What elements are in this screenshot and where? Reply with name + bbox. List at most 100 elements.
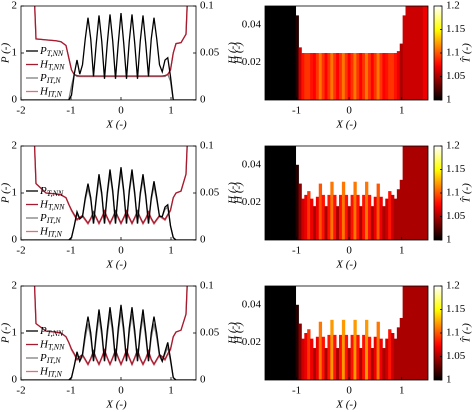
y-axis-label: P (-) (0, 183, 12, 205)
x-tick-label: -2 (16, 105, 25, 117)
heatmap-column (362, 194, 366, 240)
plot-lines (21, 146, 196, 240)
heatmap-column (333, 334, 337, 380)
colorbar-tick-label: 1.15 (446, 163, 466, 175)
heatmap-column (312, 206, 317, 240)
heatmap-column (409, 286, 417, 380)
y-tick-label: 0.04 (242, 158, 262, 170)
heatmap-column (324, 348, 328, 380)
heatmap-column (336, 53, 340, 100)
heatmap-column (382, 206, 386, 240)
x-tick-label: 0 (346, 385, 352, 397)
legend-name: P (39, 212, 47, 224)
colorbar-label: T̂ (-) (460, 183, 473, 203)
heatmap-column (304, 333, 308, 380)
heatmap-column (295, 164, 299, 240)
heatmap-column (367, 53, 372, 100)
legend-label: PIT,N (39, 212, 61, 225)
colorbar-tick-label: 1 (446, 234, 452, 246)
heatmap-column (379, 338, 383, 380)
x-tick-label: 1 (168, 245, 174, 257)
heatmap-column (336, 206, 340, 240)
legend-label: PIT,N (39, 352, 61, 365)
series-line (21, 304, 196, 380)
legend-label: HIT,N (39, 365, 62, 378)
x-tick-label: -2 (16, 245, 25, 257)
x-tick-label: -1 (66, 385, 75, 397)
heatmap-column (365, 319, 369, 380)
x-axis-label: X (-) (335, 259, 357, 271)
heatmap-column (382, 53, 386, 100)
heatmap-column (339, 194, 343, 240)
y-tick-label: 0.02 (242, 196, 261, 208)
legend-label: HT,NN (39, 198, 65, 211)
heatmap-column (399, 179, 404, 240)
heatmap-column (367, 194, 372, 240)
y-tick-label: 1 (12, 327, 18, 339)
heatmap-column (359, 348, 363, 380)
heatmap-column (279, 286, 288, 380)
heatmap-column (353, 319, 357, 380)
y-tick-label: 0 (12, 94, 18, 106)
colorbar-tick-label: 1.1 (446, 187, 460, 199)
series-line (33, 146, 188, 225)
heatmap-column (359, 53, 363, 100)
x-tick-label: 0 (118, 105, 124, 117)
heatmap-column (416, 286, 424, 380)
legend-name: P (39, 352, 47, 364)
heatmap-column (321, 336, 325, 380)
y-tick-label: 0.04 (242, 18, 262, 30)
heatmap-column (330, 181, 334, 240)
legend-label: HIT,N (39, 225, 62, 238)
legend-label: PIT,N (39, 72, 61, 85)
heatmap-column (350, 194, 354, 240)
legend-subscript: T,NN (47, 329, 64, 338)
heatmap-column (402, 286, 406, 380)
heatmap-column (373, 336, 378, 380)
legend-subscript: T,NN (48, 342, 65, 351)
heatmap-column (315, 53, 320, 100)
legend-subscript: IT,N (47, 229, 63, 238)
y-tick-label: 0 (12, 234, 18, 246)
legend-name: P (39, 72, 47, 84)
heatmap-column (344, 334, 349, 380)
colorbar-tick-label: 1.2 (446, 0, 460, 12)
heatmap-column (298, 47, 302, 100)
y2-axis-label: H (-) (227, 182, 239, 205)
heatmap-column (318, 321, 323, 380)
colorbar-tick-label: 1.05 (446, 350, 466, 362)
y-tick-label: 0.02 (242, 336, 261, 348)
colorbar-tick-label: 1.1 (446, 47, 460, 59)
series-line (21, 167, 196, 240)
heatmap-column (353, 53, 357, 100)
legend-label: PT,NN (39, 325, 64, 338)
heatmap-cells (265, 146, 428, 240)
colorbar-label: T̂ (-) (460, 323, 473, 343)
heatmap-column (333, 53, 337, 100)
y-axis-label: H (-) (233, 42, 245, 65)
heatmap-column (402, 15, 406, 100)
heatmap-column (330, 53, 334, 100)
x-axis-label: X (-) (335, 399, 357, 411)
heatmap-column (353, 181, 357, 240)
y2-tick-label: 0 (200, 234, 206, 246)
heatmap-column (341, 53, 346, 100)
heatmap-column (405, 6, 410, 100)
heatmap-column (373, 53, 378, 100)
legend-name: H (39, 85, 49, 97)
legend-subscript: IT,N (47, 369, 63, 378)
heatmap-column (405, 286, 410, 380)
y2-axis-label: H (-) (227, 42, 239, 65)
heatmap-column (393, 53, 398, 100)
heatmap-column (298, 323, 302, 380)
heatmap-column (393, 198, 398, 240)
y2-axis-label: H (-) (227, 322, 239, 345)
heatmap-column (279, 146, 288, 240)
heatmap-column (304, 53, 308, 100)
heatmap-column (370, 348, 375, 380)
x-tick-label: 1 (399, 245, 405, 257)
heatmap-column (350, 334, 354, 380)
colorbar-tick-label: 1.05 (446, 210, 466, 222)
x-tick-label: 1 (399, 385, 405, 397)
